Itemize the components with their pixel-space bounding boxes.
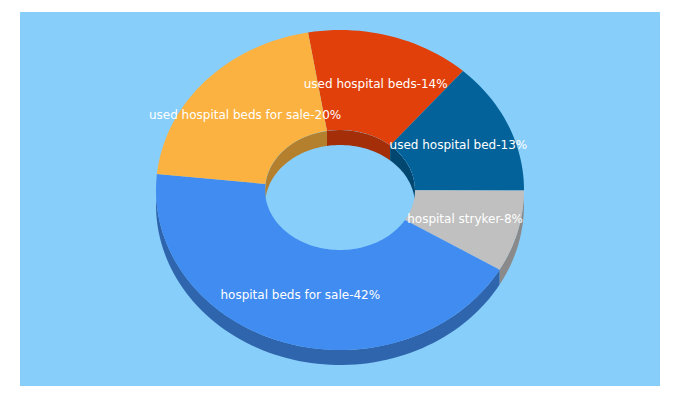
hole-wall (390, 145, 415, 205)
slices (156, 30, 524, 350)
slice (156, 174, 500, 350)
data-label: hospital beds for sale-42% (220, 288, 380, 302)
data-label: hospital stryker-8% (407, 212, 523, 226)
data-label: used hospital beds for sale-20% (149, 108, 341, 122)
data-label: used hospital beds-14% (304, 77, 448, 91)
data-label: used hospital bed-13% (390, 138, 528, 152)
data-labels: used hospital beds-14% used hospital bed-… (149, 77, 527, 301)
chart-container: used hospital beds-14% used hospital bed-… (0, 0, 680, 400)
chart: used hospital beds-14% used hospital bed-… (0, 0, 680, 400)
background (20, 12, 660, 386)
hole-wall (265, 131, 327, 199)
hole-wall (327, 130, 390, 160)
